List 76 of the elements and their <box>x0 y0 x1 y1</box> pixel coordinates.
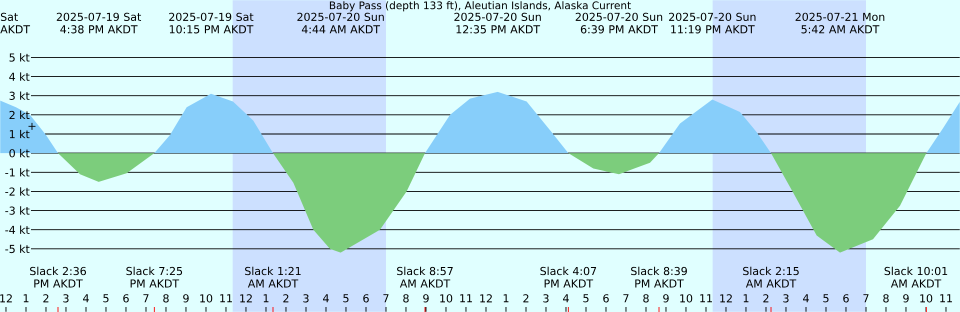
x-tick-label: 6 <box>843 294 849 302</box>
x-tick-label: 8 <box>643 294 649 302</box>
x-tick-label: 5 <box>343 294 349 302</box>
annotation: 2025-07-19 Sat 10:15 PM AKDT <box>169 12 254 34</box>
x-tick-label: 5 <box>823 294 829 302</box>
x-tick-label: 4 <box>323 294 329 302</box>
y-tick-label: -2 kt <box>5 187 30 196</box>
x-tick-label: 1 <box>744 294 748 302</box>
x-tick-label: 1 <box>264 294 268 302</box>
x-tick-label: 4 <box>803 294 809 302</box>
x-tick-label: 4 <box>83 294 89 302</box>
x-tick-label: 12 <box>0 294 12 302</box>
x-tick-label: 7 <box>863 294 869 302</box>
x-tick-label: 5 <box>583 294 589 302</box>
x-tick-label: 1 <box>504 294 508 302</box>
y-tick-label: -4 kt <box>5 226 30 234</box>
y-tick-label: 0 kt <box>9 148 30 158</box>
annotation: 2025-07-20 Sun 11:19 PM AKDT <box>669 12 756 34</box>
x-tick-label: 12 <box>720 294 732 302</box>
chart-title: Baby Pass (depth 133 ft), Aleutian Islands, Alaska Current <box>330 1 631 12</box>
annotation: 2025-07-20 Sun 4:44 AM AKDT <box>297 12 384 34</box>
annotation: Sat AKDT <box>0 12 30 34</box>
annotation: Slack 1:21 AM AKDT <box>245 266 301 288</box>
x-tick-label: 5 <box>103 294 109 302</box>
x-tick-label: 3 <box>303 294 309 302</box>
x-tick-label: 6 <box>603 294 609 302</box>
x-tick-label: 6 <box>123 294 129 302</box>
y-tick-label: -5 kt <box>5 244 30 254</box>
x-tick-label: 2 <box>523 294 528 302</box>
annotation: Slack 4:07 PM AKDT <box>540 266 596 288</box>
x-tick-label: 10 <box>920 294 932 302</box>
y-tick-label: -1 kt <box>5 168 30 176</box>
x-tick-label: 11 <box>220 294 232 302</box>
y-tick-label: -3 kt <box>5 206 30 215</box>
annotation: Slack 2:15 AM AKDT <box>743 266 799 288</box>
y-tick-label: 1 kt <box>10 130 30 138</box>
x-tick-label: 4 <box>563 294 569 302</box>
x-tick-label: 12 <box>480 294 492 302</box>
x-tick-label: 11 <box>940 294 952 302</box>
x-tick-label: 12 <box>240 294 252 302</box>
y-tick-label: 3 kt <box>10 91 30 100</box>
annotation: Slack 8:39 PM AKDT <box>631 266 687 288</box>
x-tick-label: 7 <box>623 294 629 302</box>
y-tick-label: 2 kt <box>10 110 30 120</box>
y-tick-label: 4 kt <box>9 72 30 81</box>
x-tick-label: 9 <box>903 294 909 302</box>
x-tick-label: 1 <box>24 294 28 302</box>
x-tick-label: 9 <box>183 294 189 302</box>
x-tick-label: 8 <box>163 294 169 302</box>
x-tick-label: 7 <box>383 294 389 302</box>
x-tick-label: 8 <box>403 294 409 302</box>
annotation: Slack 7:25 PM AKDT <box>126 266 182 288</box>
x-tick-label: 9 <box>423 294 429 302</box>
x-tick-label: 10 <box>200 294 212 302</box>
y-tick-label: 5 kt <box>10 53 30 62</box>
x-tick-label: 6 <box>363 294 369 302</box>
x-tick-label: 9 <box>663 294 669 302</box>
x-tick-label: 11 <box>460 294 472 302</box>
x-tick-label: 10 <box>440 294 452 302</box>
annotation: Slack 2:36 PM AKDT <box>30 266 86 288</box>
x-tick-label: 10 <box>680 294 692 302</box>
x-tick-label: 2 <box>283 294 288 302</box>
annotation: 2025-07-20 Sun 6:39 PM AKDT <box>576 12 662 34</box>
x-tick-label: 11 <box>700 294 712 302</box>
x-tick-label: 2 <box>43 294 48 302</box>
annotation: 2025-07-19 Sat 4:38 PM AKDT <box>56 12 142 34</box>
annotation: Slack 8:57 AM AKDT <box>397 266 453 288</box>
x-tick-label: 3 <box>63 294 69 302</box>
x-tick-label: 2 <box>763 294 768 302</box>
x-tick-label: 7 <box>143 294 149 302</box>
annotation: Slack 10:01 AM AKDT <box>884 266 948 288</box>
annotation: 2025-07-20 Sun 12:35 PM AKDT <box>454 12 541 34</box>
x-tick-label: 3 <box>543 294 549 302</box>
x-tick-label: 3 <box>783 294 789 302</box>
annotation: 2025-07-21 Mon 5:42 AM AKDT <box>796 12 884 34</box>
x-tick-label: 8 <box>883 294 889 302</box>
